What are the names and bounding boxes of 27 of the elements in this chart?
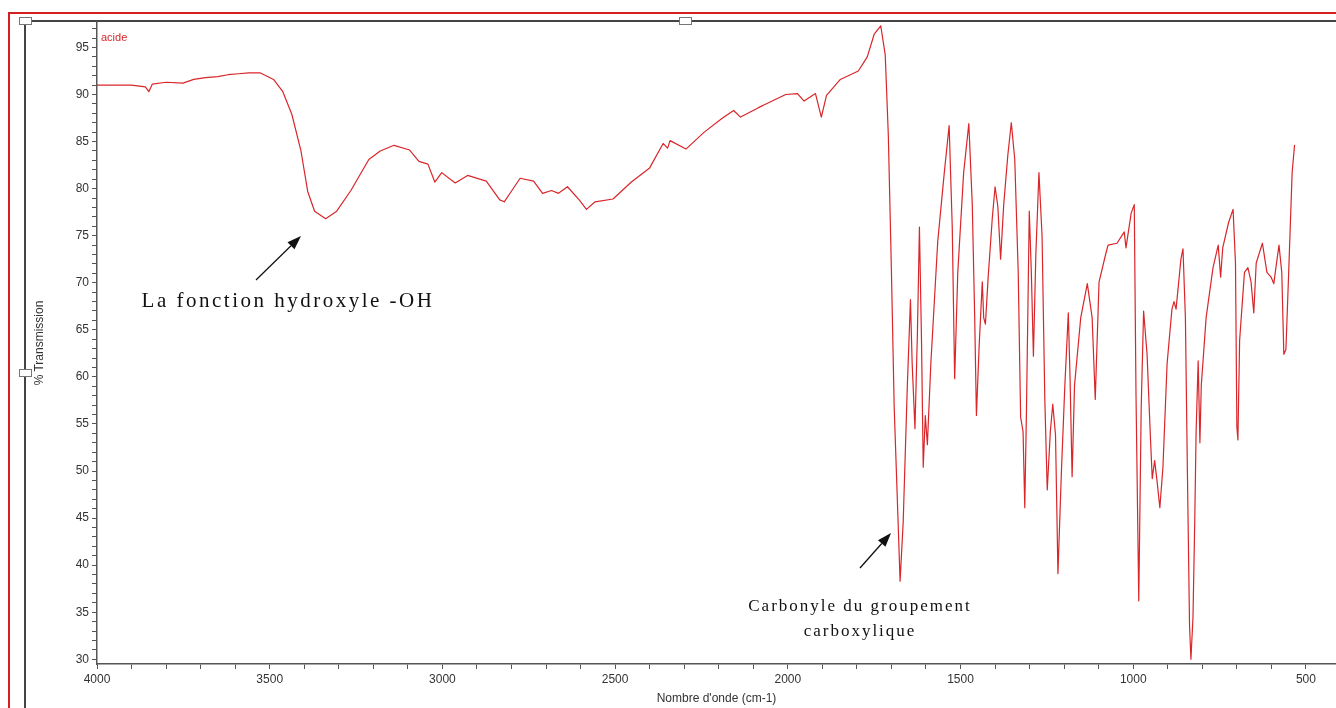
x-tick-label: 500 [1295,671,1317,686]
y-tick-label: 50 [75,463,90,478]
y-tick-label: 80 [75,180,90,195]
x-tick-label: 2500 [601,671,629,686]
y-tick-label: 75 [75,228,90,242]
y-tick-label: 70 [75,275,90,290]
x-tick-label: 3000 [429,671,457,686]
text: acide [101,31,128,44]
y-tick-label: 90 [75,86,90,101]
y-tick-label: 30 [75,651,90,666]
annotation: Carbonyle du groupement carboxylique [748,596,972,640]
y-tick-label: 65 [75,322,90,337]
x-tick-label: 3500 [256,671,284,686]
y-tick-label: 55 [75,416,90,431]
y-axis-title: % Transmission [31,300,46,386]
y-tick-label: 35 [75,604,90,619]
x-tick-label: 2000 [774,671,802,686]
y-tick-label: 45 [75,510,90,525]
x-tick-label: 4000 [83,671,111,686]
y-tick-label: 85 [75,133,90,148]
annotation: La fonction hydroxyle -OH [141,288,435,312]
y-tick-label: 60 [75,369,90,384]
x-axis-title: Nombre d'onde (cm-1) [656,691,777,706]
x-tick-label: 1500 [947,671,975,686]
y-tick-label: 95 [75,39,90,54]
y-tick-label: 40 [75,557,90,572]
x-tick-label: 1000 [1119,671,1147,686]
